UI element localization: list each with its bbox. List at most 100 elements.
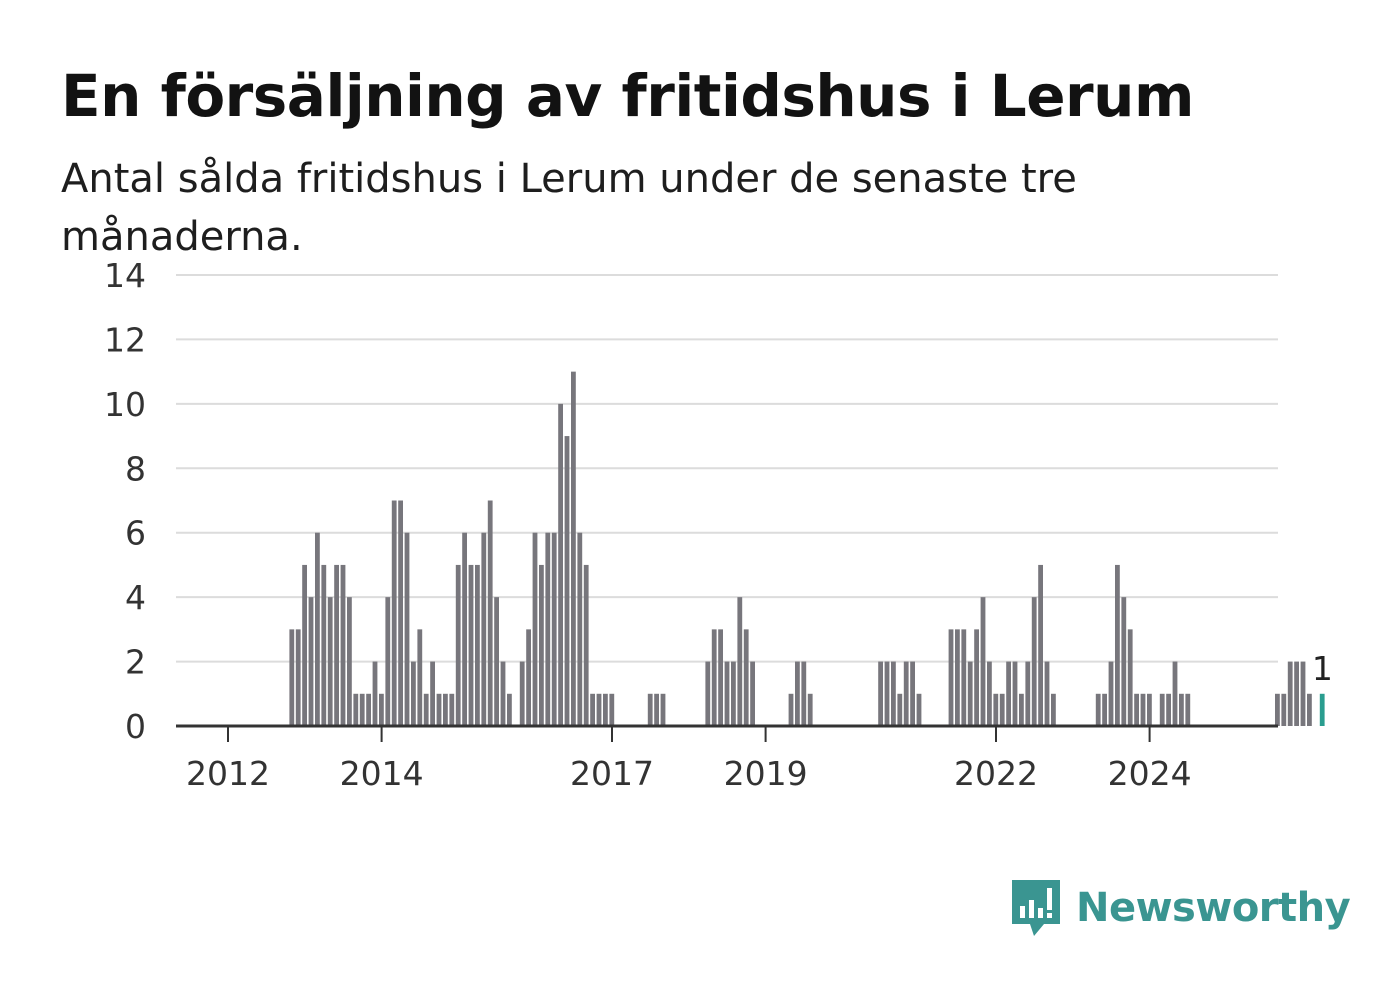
bar <box>1275 693 1280 726</box>
x-tick-label: 2012 <box>186 754 270 793</box>
bar <box>1300 661 1306 726</box>
bar <box>1172 661 1178 726</box>
x-tick-label: 2024 <box>1108 754 1192 793</box>
bar <box>532 532 538 726</box>
bar <box>571 371 576 726</box>
bar <box>596 693 602 726</box>
bar <box>1044 661 1050 726</box>
bar <box>737 597 743 726</box>
bar <box>1134 693 1139 726</box>
bar <box>1051 693 1056 726</box>
bar <box>1147 693 1152 726</box>
bar <box>1159 693 1165 726</box>
bar <box>807 693 813 726</box>
bar <box>897 693 903 726</box>
bar <box>801 661 807 726</box>
y-tick-label: 10 <box>104 385 146 424</box>
bar <box>302 564 307 726</box>
bar <box>423 693 429 726</box>
bar <box>609 693 615 726</box>
bar <box>910 661 915 726</box>
y-tick-label: 8 <box>125 449 146 488</box>
y-tick-label: 14 <box>104 256 146 295</box>
bar <box>327 597 333 726</box>
bar <box>993 693 999 726</box>
bar <box>1127 629 1133 726</box>
brand-name: Newsworthy <box>1076 885 1351 931</box>
bar <box>948 629 954 726</box>
bar <box>603 693 608 726</box>
bar <box>1115 564 1120 726</box>
bar <box>366 693 371 726</box>
bar <box>750 661 755 726</box>
bar <box>1281 693 1287 726</box>
bar <box>1140 693 1146 726</box>
bar <box>1294 661 1299 726</box>
bar <box>1121 597 1127 726</box>
bar <box>999 693 1005 726</box>
bar <box>519 661 525 726</box>
chart-subtitle: Antal sålda fritidshus i Lerum under de … <box>61 156 1077 260</box>
bar <box>289 629 295 726</box>
bar <box>545 532 551 726</box>
bar <box>1025 661 1031 726</box>
bar <box>660 693 666 726</box>
bar <box>1006 661 1011 726</box>
bar <box>481 532 487 726</box>
bar <box>647 693 653 726</box>
bar <box>731 661 736 726</box>
bar <box>1287 661 1293 726</box>
bar <box>955 629 960 726</box>
bar <box>449 693 455 726</box>
bar <box>967 661 973 726</box>
bar <box>878 661 883 726</box>
x-tick-label: 2014 <box>340 754 424 793</box>
x-tick-label: 2017 <box>570 754 654 793</box>
bar <box>340 564 346 726</box>
bar <box>500 661 506 726</box>
latest-value-label: 1 <box>1312 649 1333 688</box>
bar <box>411 661 416 726</box>
newsworthy-logo-icon <box>1012 880 1060 936</box>
bar <box>1019 693 1024 726</box>
bar <box>974 629 979 726</box>
bar <box>436 693 442 726</box>
bar <box>430 661 435 726</box>
brand-logo[interactable]: Newsworthy <box>1010 878 1351 938</box>
bar <box>1038 564 1043 726</box>
bar <box>551 532 557 726</box>
bar <box>359 693 365 726</box>
bar <box>462 532 467 726</box>
bar <box>654 693 659 726</box>
bar <box>295 629 301 726</box>
bar <box>711 629 717 726</box>
bar <box>1102 693 1107 726</box>
bar <box>417 629 423 726</box>
bar <box>494 597 499 726</box>
bar <box>583 564 589 726</box>
y-tick-label: 2 <box>125 643 146 682</box>
bar <box>1031 597 1037 726</box>
bar <box>724 661 730 726</box>
bar <box>385 597 391 726</box>
x-tick-label: 2019 <box>724 754 808 793</box>
bar-latest <box>1319 693 1325 726</box>
bar <box>391 500 397 726</box>
bar <box>526 629 531 726</box>
bar <box>1095 693 1101 726</box>
bar <box>1307 693 1312 726</box>
bar <box>1166 693 1171 726</box>
bar <box>961 629 967 726</box>
bar <box>372 661 378 726</box>
bar <box>788 693 794 726</box>
bar <box>564 436 570 726</box>
bar <box>795 661 800 726</box>
bar <box>987 661 992 726</box>
y-tick-label: 6 <box>125 514 146 553</box>
x-tick-label: 2022 <box>954 754 1038 793</box>
bar <box>1179 693 1184 726</box>
bar <box>1012 661 1018 726</box>
y-tick-label: 4 <box>125 578 146 617</box>
bar <box>705 661 711 726</box>
chart-title: En försäljning av fritidshus i Lerum <box>61 62 1194 130</box>
